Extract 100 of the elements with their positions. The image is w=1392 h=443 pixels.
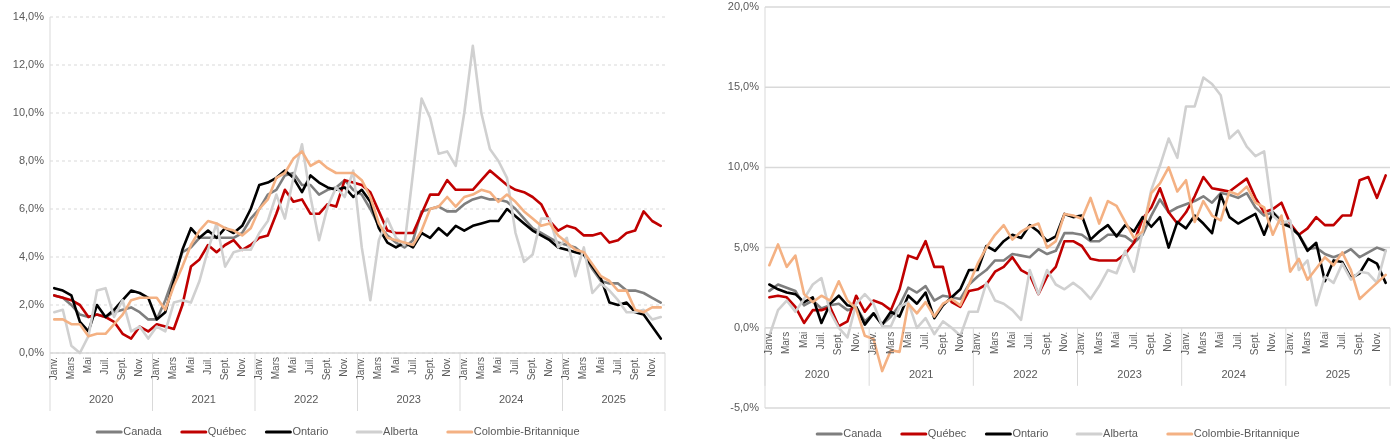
text: 2023 (396, 393, 421, 405)
y-tick-label: 5,0% (733, 240, 760, 253)
x-tick-label: Mai (492, 357, 504, 374)
x-tick-label: Juil. (1231, 331, 1243, 350)
x-tick-label: Nov. (1266, 331, 1278, 352)
y-tick-label: 10,0% (12, 105, 45, 118)
x-tick-label: Sept. (321, 357, 333, 381)
x-tick-label: Sept. (628, 357, 640, 381)
x-tick-label: Sept. (526, 357, 538, 381)
y-tick-label: 2,0% (18, 297, 45, 310)
y-tick-label: 4,0% (18, 249, 45, 262)
legend-label: Ontario (1012, 426, 1049, 439)
x-tick-label: Janv. (1283, 331, 1295, 355)
x-tick-label: Mai (797, 331, 809, 348)
legend-label: Canada (843, 426, 883, 439)
annotation: 2024 (1221, 367, 1246, 380)
y-tick-label: -5,0% (730, 400, 760, 413)
x-tick-label: Janv. (355, 357, 367, 381)
x-tick-label: Sept. (1144, 331, 1156, 356)
x-tick-label: Nov. (1162, 331, 1174, 352)
x-tick-label: Juil. (919, 331, 931, 350)
x-tick-label: Nov. (645, 357, 657, 377)
x-tick-label: Mai (594, 357, 606, 374)
x-tick-label: Mars (780, 331, 792, 355)
x-tick-label: Mars (372, 357, 384, 380)
legend-label: Colombie-Britannique (1193, 426, 1300, 439)
annotation: 2021 (909, 367, 934, 380)
x-tick-label: Juil. (304, 357, 316, 375)
text: 2025 (601, 393, 626, 405)
x-tick-label: Janv. (1075, 331, 1087, 355)
text: 2022 (294, 393, 319, 405)
x-tick-label: Sept. (936, 331, 948, 356)
y-tick-label: 15,0% (727, 80, 760, 93)
legend-label: Canada (123, 424, 163, 437)
x-tick-label: Janv. (1179, 331, 1191, 355)
legend-label: Alberta (1103, 426, 1139, 439)
x-tick-label: Mai (287, 357, 299, 374)
x-tick-label: Mars (988, 331, 1000, 355)
x-tick-label: Mars (577, 357, 589, 380)
y-tick-label: 12,0% (12, 57, 45, 70)
x-tick-label: Mars (269, 357, 281, 380)
x-tick-label: Mai (1006, 331, 1018, 348)
x-tick-label: Juil. (406, 357, 418, 375)
x-tick-label: Juil. (611, 357, 623, 375)
x-tick-label: Janv. (457, 357, 469, 381)
legend-label: Ontario (292, 424, 329, 437)
y-tick-label: 10,0% (727, 160, 760, 173)
x-tick-label: Janv. (47, 357, 59, 381)
x-tick-label: Janv. (150, 357, 162, 381)
x-tick-label: Mai (901, 331, 913, 348)
annotation: 2020 (804, 367, 830, 380)
x-tick-label: Janv. (867, 331, 879, 355)
x-tick-label: Nov. (1370, 331, 1382, 352)
x-tick-label: Mai (1318, 331, 1330, 348)
x-tick-label: Mars (884, 331, 896, 355)
x-tick-label: Mars (474, 357, 486, 380)
y-tick-label: 8,0% (18, 153, 45, 166)
y-tick-label: 20,0% (727, 0, 760, 12)
legend-label: Québec (927, 426, 967, 439)
x-tick-label: Janv. (971, 331, 983, 355)
x-tick-label: Sept. (218, 357, 230, 381)
x-tick-label: Juil. (1023, 331, 1035, 350)
y-tick-label: 6,0% (18, 201, 45, 214)
x-tick-label: Juil. (99, 357, 111, 375)
x-tick-label: Mai (1110, 331, 1122, 348)
x-tick-label: Juil. (1335, 331, 1347, 350)
x-tick-label: Sept. (832, 331, 844, 356)
x-tick-label: Mars (64, 357, 76, 380)
x-tick-label: Mai (389, 357, 401, 374)
x-tick-label: Mai (184, 357, 196, 374)
legend-label: Alberta (383, 424, 419, 437)
x-tick-label: Nov. (235, 357, 247, 377)
legend-label: Colombie-Britannique (473, 424, 580, 437)
x-tick-label: Sept. (1249, 331, 1261, 356)
x-tick-label: Juil. (1127, 331, 1139, 350)
text: 2021 (191, 393, 216, 405)
x-tick-label: Nov. (133, 357, 145, 377)
x-tick-label: Mars (167, 357, 179, 380)
x-tick-label: Juil. (509, 357, 521, 375)
text: 2024 (499, 393, 524, 405)
x-tick-label: Sept. (1353, 331, 1365, 356)
x-tick-label: Janv. (762, 331, 774, 355)
x-tick-label: Mars (1197, 331, 1209, 355)
x-tick-label: Nov. (338, 357, 350, 377)
annotation: 2023 (1117, 367, 1142, 380)
x-tick-label: Mai (82, 357, 94, 374)
x-tick-label: Janv. (560, 357, 572, 381)
x-tick-label: Mars (1092, 331, 1104, 355)
x-tick-label: Mai (1214, 331, 1226, 348)
x-tick-label: Nov. (543, 357, 555, 377)
x-tick-label: Janv. (252, 357, 264, 381)
x-tick-label: Nov. (849, 331, 861, 352)
x-tick-label: Juil. (201, 357, 213, 375)
x-tick-label: Sept. (423, 357, 435, 381)
x-tick-label: Sept. (116, 357, 128, 381)
text: 2020 (89, 393, 114, 405)
annotation: 2025 (1325, 367, 1351, 380)
legend-label: Québec (207, 424, 247, 437)
x-tick-label: Nov. (1058, 331, 1070, 352)
y-tick-label: 0,0% (18, 345, 45, 358)
